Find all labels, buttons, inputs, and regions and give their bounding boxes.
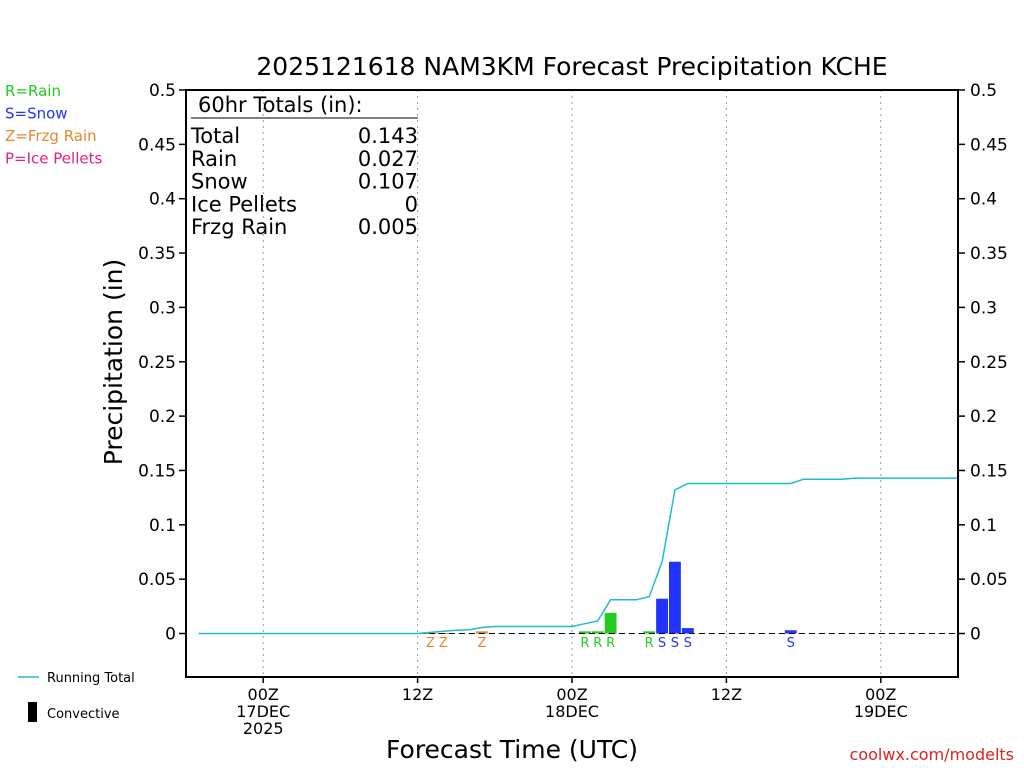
- y-tick-label-right: 0.15: [970, 461, 1008, 481]
- grid-lines: [262, 90, 882, 677]
- x-tick-label: 19DEC: [854, 702, 908, 721]
- x-axis-label: Forecast Time (UTC): [386, 735, 638, 764]
- x-tick-label: 00Z: [865, 685, 896, 704]
- totals-rows: Total 0.143 Rain 0.027 Snow 0.107 Ice Pellets 0…: [190, 124, 418, 239]
- totals-row-value: 0.107: [358, 170, 418, 194]
- y-tick-label-right: 0.25: [970, 353, 1008, 373]
- y-tick-label-left: 0.1: [149, 516, 176, 536]
- precip-bar-3: [578, 631, 591, 634]
- precip-type-label: R: [645, 636, 654, 651]
- y-tick-label-left: 0: [165, 625, 176, 645]
- precip-bar-4: [591, 631, 604, 634]
- y-axis-right: 0 0.05 0.1 0.15 0.2 0.25 0.3 0.35 0.4 0.45 0.5: [958, 81, 1008, 645]
- precip-type-legend: R=Rain S=Snow Z=Frzg Rain P=Ice Pellets: [5, 82, 102, 168]
- type-legend-item: S=Snow: [5, 105, 68, 123]
- y-tick-label-right: 0.35: [970, 244, 1008, 264]
- y-tick-label-right: 0.2: [970, 407, 997, 427]
- x-tick-label: 2025: [243, 719, 284, 738]
- running-total-line: [198, 477, 958, 635]
- totals-row-label: Total: [190, 124, 240, 148]
- totals-header: 60hr Totals (in):: [198, 93, 363, 117]
- y-tick-label-right: 0.1: [970, 516, 997, 536]
- precip-type-label: Z: [426, 636, 435, 651]
- precip-bar-8: [669, 561, 681, 634]
- x-tick-label: 12Z: [402, 685, 433, 704]
- x-tick-label: 12Z: [711, 685, 742, 704]
- precip-bar-9: [681, 628, 694, 634]
- y-tick-label-left: 0.2: [149, 407, 176, 427]
- chart-title: 2025121618 NAM3KM Forecast Precipitation…: [256, 52, 887, 81]
- precip-type-label: R: [580, 636, 589, 651]
- precip-type-label: R: [593, 636, 602, 651]
- y-tick-label-right: 0.5: [970, 81, 997, 101]
- precip-type-label: Z: [439, 636, 448, 651]
- precip-bar-6: [643, 631, 656, 634]
- series-legend: Running Total Convective: [18, 671, 135, 722]
- y-tick-label-right: 0.4: [970, 190, 997, 210]
- precip-bar-5: [604, 612, 617, 634]
- totals-row-value: 0.143: [358, 124, 418, 148]
- precip-type-label: R: [606, 636, 615, 651]
- type-legend-item: Z=Frzg Rain: [5, 127, 97, 145]
- type-legend-item: P=Ice Pellets: [5, 150, 102, 168]
- type-legend-item: R=Rain: [5, 82, 61, 100]
- x-tick-label: 00Z: [248, 685, 279, 704]
- y-tick-label-right: 0.45: [970, 135, 1008, 155]
- totals-row-label: Ice Pellets: [191, 192, 297, 216]
- y-tick-label-left: 0.4: [149, 190, 176, 210]
- precip-bar-7: [656, 598, 668, 634]
- totals-row-label: Rain: [191, 147, 237, 171]
- precip-type-label: S: [658, 636, 666, 651]
- x-tick-label: 00Z: [556, 685, 587, 704]
- y-tick-label-left: 0.45: [138, 135, 176, 155]
- y-tick-label-left: 0.05: [138, 570, 176, 590]
- y-tick-label-right: 0.3: [970, 298, 997, 318]
- totals-row-value: 0.027: [358, 147, 418, 171]
- y-tick-label-left: 0.15: [138, 461, 176, 481]
- convective-legend-swatch: [28, 702, 37, 722]
- totals-row-value: 0: [405, 192, 418, 216]
- totals-row-value: 0.005: [358, 215, 418, 239]
- precip-type-label: Z: [477, 636, 486, 651]
- x-tick-label: 18DEC: [545, 702, 599, 721]
- precip-type-label: S: [787, 636, 795, 651]
- precip-bar-2: [476, 631, 488, 634]
- totals-row-label: Snow: [191, 170, 248, 194]
- precip-type-label: S: [684, 636, 692, 651]
- y-tick-label-left: 0.35: [138, 244, 176, 264]
- totals-box: 60hr Totals (in): Total 0.143 Rain 0.027 Sno…: [190, 93, 418, 239]
- y-tick-label-left: 0.5: [149, 81, 176, 101]
- y-axis-left: 0 0.05 0.1 0.15 0.2 0.25 0.3 0.35 0.4 0.45 0.5: [138, 81, 186, 645]
- y-axis-label: Precipitation (in): [99, 259, 128, 466]
- y-tick-label-right: 0: [970, 625, 981, 645]
- credit-text: coolwx.com/modelts: [850, 745, 1014, 764]
- totals-row-label: Frzg Rain: [191, 215, 287, 239]
- y-tick-label-left: 0.25: [138, 353, 176, 373]
- precip-bar-10: [784, 630, 797, 634]
- y-tick-label-left: 0.3: [149, 298, 176, 318]
- running-total-legend-label: Running Total: [47, 671, 135, 686]
- x-tick-label: 17DEC: [236, 702, 290, 721]
- convective-legend-label: Convective: [47, 707, 120, 722]
- y-tick-label-right: 0.05: [970, 570, 1008, 590]
- precip-type-label: S: [671, 636, 679, 651]
